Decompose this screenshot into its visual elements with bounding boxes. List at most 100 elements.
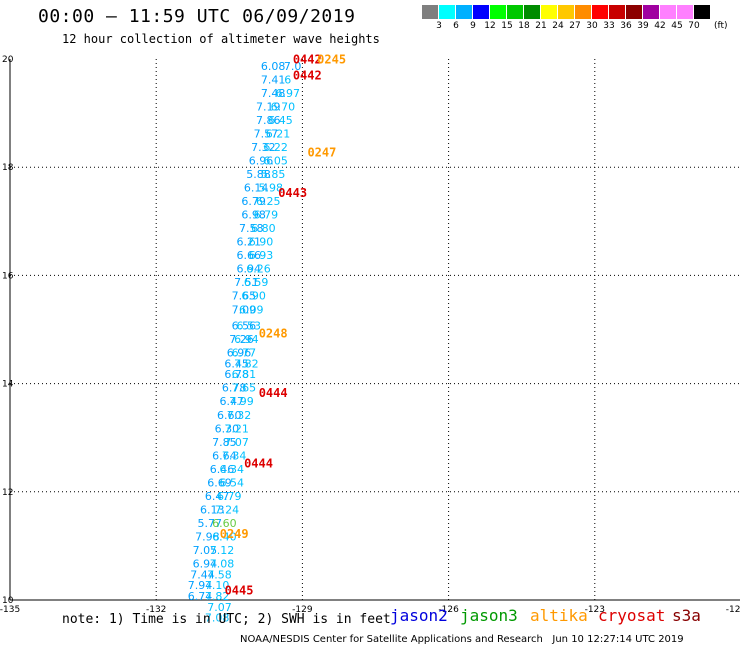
wave-height-value: 7.12	[210, 544, 235, 557]
longitude-tick-label: -135	[0, 605, 20, 615]
wave-height-value: 7.09	[232, 303, 257, 316]
wave-height-value: 7.85	[212, 436, 237, 449]
wave-height-value: 7.82	[234, 357, 259, 370]
note-text: note: 1) Time is in UTC; 2) SWH is in fe…	[62, 612, 391, 627]
wave-height-value: 6.08	[261, 60, 286, 73]
colorbar-label: 70	[688, 21, 700, 31]
wave-height-value: 6.56	[232, 320, 257, 333]
wave-height-value: 6.45	[268, 114, 293, 127]
map-subtitle: 12 hour collection of altimeter wave hei…	[62, 32, 380, 46]
wave-height-value: 7.48	[261, 87, 286, 100]
wave-height-value: 6.60	[217, 409, 242, 422]
wave-height-value: 7.0	[284, 60, 302, 73]
colorbar-labels: 3 6 9 12 15 18 21 24 27 30 33 36 39 42 45 70	[422, 21, 740, 33]
wave-height-value: 6.40	[212, 530, 237, 543]
wave-height-value: 6.94	[193, 558, 218, 571]
wave-height-value: 6.97	[276, 87, 301, 100]
pass-time-label: 0444	[259, 386, 288, 400]
wave-height-value: 6.53	[237, 320, 262, 333]
wave-height-value: 7.41	[261, 73, 286, 86]
wave-height-value: 6.93	[249, 249, 274, 262]
latitude-tick-label: 16	[2, 271, 14, 281]
wave-height-value: 7.07	[207, 601, 232, 614]
wave-height-value: 6.94	[234, 333, 259, 346]
wave-height-value: 7.05	[193, 544, 218, 557]
wave-height-value: 7.57	[254, 127, 279, 140]
wave-height-value: 6.79	[241, 195, 266, 208]
wave-height-value: 7.65	[232, 290, 257, 303]
wave-height-value: 7.34	[222, 449, 247, 462]
colorbar	[422, 5, 711, 19]
wave-height-value: 7.19	[256, 100, 281, 113]
pass-time-label: 0442	[293, 69, 322, 83]
colorbar-label: 45	[671, 21, 683, 31]
wave-height-value: 6.22	[263, 141, 288, 154]
colorbar-swatch	[643, 5, 660, 19]
colorbar-label: 27	[569, 21, 581, 31]
colorbar-swatch	[507, 5, 524, 19]
latitude-tick-label: 14	[2, 380, 14, 390]
wave-height-value: 7.08	[205, 612, 230, 625]
pass-time-label: 0249	[220, 527, 249, 541]
colorbar-label: 30	[586, 21, 598, 31]
colorbar-label: 36	[620, 21, 632, 31]
latitude-tick-label: 20	[2, 55, 14, 65]
wave-height-value: 7.82	[205, 590, 230, 603]
wave-height-value: 7.24	[215, 503, 240, 516]
wave-height-value: 7.44	[190, 568, 215, 581]
latitude-tick-label: 10	[2, 596, 14, 606]
wave-height-value: 6.45	[224, 357, 249, 370]
colorbar-label: 3	[436, 21, 442, 31]
wave-height-value: 7.58	[207, 568, 232, 581]
colorbar-unit: (ft)	[714, 21, 728, 31]
colorbar-swatch	[609, 5, 626, 19]
wave-height-value: 6.94	[237, 263, 262, 276]
colorbar-label: 24	[552, 21, 564, 31]
wave-height-value: 6.90	[241, 290, 266, 303]
wave-height-value: 6.96	[227, 347, 252, 360]
longitude-tick-label: -129	[292, 605, 313, 615]
wave-height-value: 6.21	[237, 236, 262, 249]
wave-height-value: 6.74	[188, 590, 213, 603]
wave-height-value: 6.69	[207, 476, 232, 489]
colorbar-label: 39	[637, 21, 649, 31]
wave-height-value: 7.86	[256, 114, 281, 127]
wave-height-value: 5.77	[198, 517, 223, 530]
wave-height-value: 6.47	[219, 395, 244, 408]
wave-height-value: 6.98	[241, 209, 266, 222]
wave-height-value: 6.26	[246, 263, 271, 276]
wave-height-value: 6.13	[200, 503, 225, 516]
wave-height-value: 7.07	[224, 436, 249, 449]
wave-height-value: 6.79	[217, 490, 242, 503]
wave-height-value: 6.14	[244, 182, 269, 195]
wave-height-value: 5.85	[261, 168, 286, 181]
legend-item-altika: altika	[530, 606, 588, 625]
wave-height-value: 7.58	[239, 222, 264, 235]
wave-height-value: 6.78	[224, 368, 249, 381]
pass-time-label: 0443	[278, 186, 307, 200]
colorbar-swatch	[626, 5, 643, 19]
wave-height-value: 5.98	[258, 182, 283, 195]
pass-time-label: 0247	[307, 145, 336, 159]
longitude-tick-label: -120	[726, 605, 740, 615]
wave-height-value: 6.30	[215, 422, 240, 435]
colorbar-label: 42	[654, 21, 666, 31]
wave-height-value: 7.21	[224, 422, 249, 435]
pass-time-label: 0248	[259, 327, 288, 341]
colorbar-label: 18	[518, 21, 530, 31]
wave-height-value: 6.59	[244, 276, 269, 289]
wave-height-value: 6.34	[219, 463, 244, 476]
wave-height-value: 7.65	[232, 382, 257, 395]
wave-height-value: 6.54	[219, 476, 244, 489]
wave-height-value: 6.47	[205, 490, 230, 503]
legend-item-s3a: s3a	[672, 606, 701, 625]
wave-height-value: 6.60	[212, 517, 237, 530]
footer-credit: NOAA/NESDIS Center for Satellite Applica…	[240, 634, 684, 645]
colorbar-swatch	[694, 5, 711, 19]
wave-height-value: 7.32	[227, 409, 252, 422]
wave-height-value: 7.08	[210, 558, 235, 571]
colorbar-swatch	[473, 5, 490, 19]
colorbar-swatch	[490, 5, 507, 19]
pass-time-label: 0442	[293, 52, 322, 66]
